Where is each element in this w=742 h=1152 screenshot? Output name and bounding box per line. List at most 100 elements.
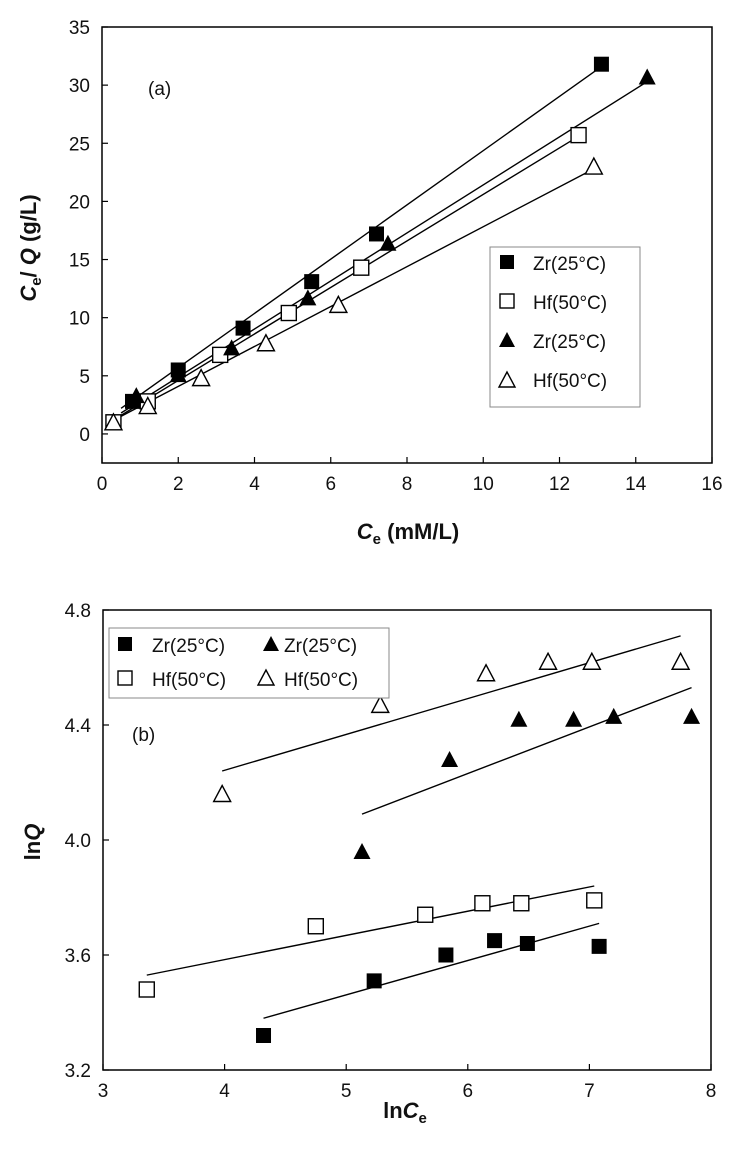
y-tick-label: 3.2: [65, 1061, 91, 1082]
data-point-a-0: [369, 226, 384, 242]
data-point-a-2: [638, 68, 656, 85]
fit-line-a-1: [109, 135, 579, 423]
data-point-b-3: [212, 784, 232, 803]
x-tick-label: 14: [625, 474, 647, 495]
data-point-b-0: [438, 947, 454, 963]
data-point-b-0: [256, 1028, 272, 1043]
x-tick-label: 10: [473, 474, 494, 495]
data-point-b-2: [138, 981, 155, 998]
data-point-b-1: [441, 751, 459, 767]
y-tick-label: 4.0: [65, 831, 91, 852]
data-point-b-2: [586, 892, 603, 909]
x-tick-label: 0: [97, 474, 108, 495]
x-tick-label: 6: [325, 474, 336, 495]
y-tick-label: 10: [69, 309, 90, 330]
data-point-a-3: [584, 156, 604, 175]
y-tick-label: 4.4: [65, 716, 92, 737]
legend-marker-a-3: [497, 370, 517, 388]
legend-marker-b-1: [263, 636, 279, 651]
legend-label-b-3: Hf(50°C): [284, 670, 358, 691]
data-point-a-2: [299, 289, 317, 306]
x-tick-label: 3: [98, 1081, 109, 1102]
legend-marker-b-3: [256, 668, 276, 686]
data-point-a-2: [169, 366, 187, 383]
x-tick-label: 8: [402, 474, 413, 495]
x-tick-label: 8: [706, 1081, 717, 1102]
x-tick-label: 12: [549, 474, 570, 495]
data-point-b-3: [538, 651, 558, 670]
data-point-b-1: [605, 707, 623, 724]
legend-a: Zr(25°C) Hf(50°C) Zr(25°C) Hf(50°C): [489, 246, 641, 408]
y-tick-label: 20: [69, 192, 90, 213]
fit-line-b-3: [221, 635, 681, 772]
data-point-a-1: [570, 126, 587, 144]
legend-label-a-0: Zr(25°C): [533, 254, 606, 275]
data-point-a-2: [223, 339, 241, 356]
data-point-b-2: [513, 895, 530, 912]
y-axis-label-a: Ce/ Q (g/L): [16, 194, 45, 301]
chart-panel-a: 0 2 4 6 8 10 12 14 16 0 5 10 15 20 25 30 35 (a) Ce (mM/L…: [16, 18, 723, 548]
legend-b: Zr(25°C) Zr(25°C) Hf(50°C) Hf(50°C): [108, 627, 390, 699]
panel-label-b: (b): [132, 725, 155, 746]
panel-label-a: (a): [148, 79, 171, 100]
y-tick-label: 4.8: [65, 601, 91, 622]
x-tick-label: 16: [701, 474, 722, 495]
data-point-b-3: [476, 663, 496, 682]
data-point-b-0: [487, 933, 503, 949]
legend-label-a-2: Zr(25°C): [533, 332, 606, 353]
data-point-b-3: [370, 694, 390, 714]
x-tick-label: 4: [249, 474, 260, 495]
y-tick-label: 5: [79, 367, 90, 388]
data-point-a-2: [127, 387, 145, 404]
fit-line-b-1: [361, 686, 692, 815]
y-tick-label: 3.6: [65, 946, 91, 967]
data-point-b-3: [670, 651, 691, 670]
data-point-b-1: [353, 843, 371, 859]
data-point-a-3: [328, 294, 349, 314]
data-point-a-3: [103, 412, 124, 431]
data-point-b-2: [417, 906, 434, 923]
legend-marker-b-0: [118, 637, 132, 651]
legend-label-b-0: Zr(25°C): [152, 636, 225, 657]
data-point-b-2: [307, 918, 324, 935]
fit-line-a-0: [120, 65, 602, 409]
data-point-a-2: [379, 234, 397, 251]
data-point-b-1: [510, 710, 528, 727]
y-tick-label: 30: [69, 76, 90, 97]
y-tick-label: 15: [69, 251, 90, 272]
x-axis-label-b: lnCe: [383, 1098, 427, 1127]
data-point-a-3: [138, 396, 158, 415]
data-point-a-1: [280, 304, 298, 322]
legend-marker-b-2: [117, 670, 133, 686]
data-point-a-1: [353, 259, 370, 276]
x-tick-label: 4: [219, 1081, 230, 1102]
x-tick-label: 5: [341, 1081, 352, 1102]
data-point-b-0: [519, 936, 535, 951]
chart-panel-b: 3 4 5 6 7 8 3.2 3.6 4.0 4.4 4.8 (b) lnCe lnQ Zr(25…: [20, 601, 716, 1127]
y-axis-label-b: lnQ: [20, 824, 45, 861]
data-point-b-1: [565, 710, 583, 727]
data-point-b-1: [683, 707, 701, 724]
legend-label-b-1: Zr(25°C): [284, 636, 357, 657]
legend-box-a: [489, 246, 641, 408]
x-axis-label-a: Ce (mM/L): [357, 519, 459, 548]
data-point-a-0: [593, 56, 609, 72]
y-tick-label: 0: [79, 425, 90, 446]
legend-marker-a-1: [499, 293, 515, 309]
data-point-a-0: [235, 320, 251, 336]
fit-line-b-0: [263, 922, 600, 1019]
data-point-b-0: [366, 973, 382, 989]
legend-box-b: [108, 627, 390, 699]
data-point-a-0: [304, 274, 320, 290]
y-tick-label: 35: [69, 18, 90, 39]
legend-label-a-3: Hf(50°C): [533, 371, 607, 392]
legend-marker-a-0: [500, 255, 514, 269]
legend-label-a-1: Hf(50°C): [533, 293, 607, 314]
x-tick-label: 2: [173, 474, 184, 495]
legend-label-b-2: Hf(50°C): [152, 670, 226, 691]
fit-line-a-3: [109, 168, 595, 423]
data-point-b-3: [582, 651, 602, 670]
x-tick-label: 7: [584, 1081, 595, 1102]
data-point-b-0: [591, 938, 607, 954]
